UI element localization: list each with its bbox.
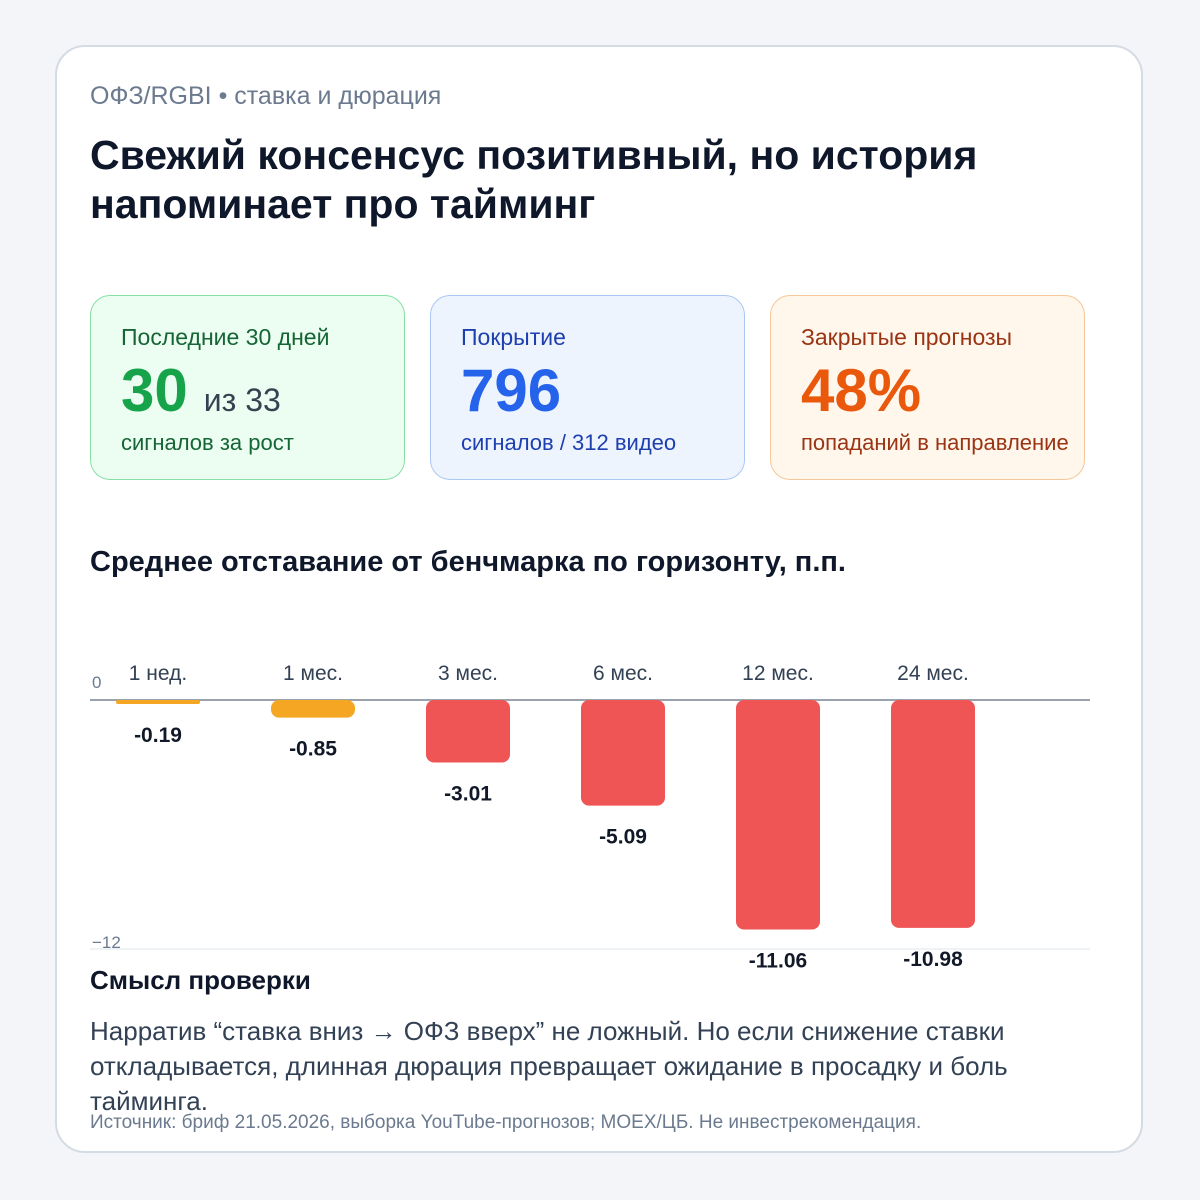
y-tick-label: −12 — [92, 933, 121, 952]
kpi-card-closed-forecasts: Закрытые прогнозы 48% попаданий в направ… — [770, 295, 1085, 480]
kpi-value-suffix: из 33 — [203, 382, 281, 418]
kpi-caption: попаданий в направление — [801, 430, 1069, 455]
kpi-caption: сигналов / 312 видео — [461, 430, 677, 455]
bar-4 — [581, 700, 665, 806]
data-label: -0.85 — [289, 738, 337, 761]
notes-text: Нарратив “ставка вниз → ОФЗ вверх” не ло… — [90, 1016, 1008, 1116]
source-note: Источник: бриф 21.05.2026, выборка YouTu… — [90, 1112, 922, 1133]
y-tick-label: 0 — [92, 673, 101, 692]
bar-5 — [736, 700, 820, 930]
kpi-card-last-30-days: Последние 30 дней 30 из 33 сигналов за ро… — [90, 295, 405, 480]
eyebrow-label: ОФЗ/RGBI • ставка и дюрация — [90, 82, 442, 110]
kpi-value-number: 30 — [121, 357, 188, 424]
x-tick-label: 1 нед. — [129, 662, 187, 685]
data-label: -10.98 — [903, 948, 963, 971]
x-tick-label: 3 мес. — [438, 662, 498, 685]
kpi-value-number: 796 — [461, 357, 562, 424]
x-tick-label: 1 мес. — [283, 662, 343, 685]
kpi-value-number: 48% — [801, 357, 922, 424]
kpi-card-coverage: Покрытие 796 сигналов / 312 видео — [430, 295, 745, 480]
kpi-caption: сигналов за рост — [121, 430, 294, 455]
x-tick-label: 6 мес. — [593, 662, 653, 685]
notes-title: Смысл проверки — [90, 965, 311, 995]
data-label: -3.01 — [444, 782, 492, 805]
bar-1 — [116, 700, 200, 704]
x-tick-label: 12 мес. — [742, 662, 814, 685]
page-title: Свежий консенсус позитивный, но история … — [90, 132, 978, 227]
chart-title: Среднее отставание от бенчмарка по гориз… — [90, 546, 846, 578]
kpi-value: 30 из 33 — [121, 356, 281, 435]
bar-6 — [891, 700, 975, 928]
bar-2 — [271, 700, 355, 718]
data-label: -5.09 — [599, 826, 647, 849]
kpi-label: Покрытие — [461, 324, 566, 350]
kpi-label: Последние 30 дней — [121, 324, 330, 350]
bar-3 — [426, 700, 510, 763]
data-label: -11.06 — [749, 949, 807, 972]
x-tick-label: 24 мес. — [897, 662, 969, 685]
data-label: -0.19 — [134, 724, 182, 747]
kpi-label: Закрытые прогнозы — [801, 324, 1013, 350]
content-card — [55, 45, 1143, 1153]
